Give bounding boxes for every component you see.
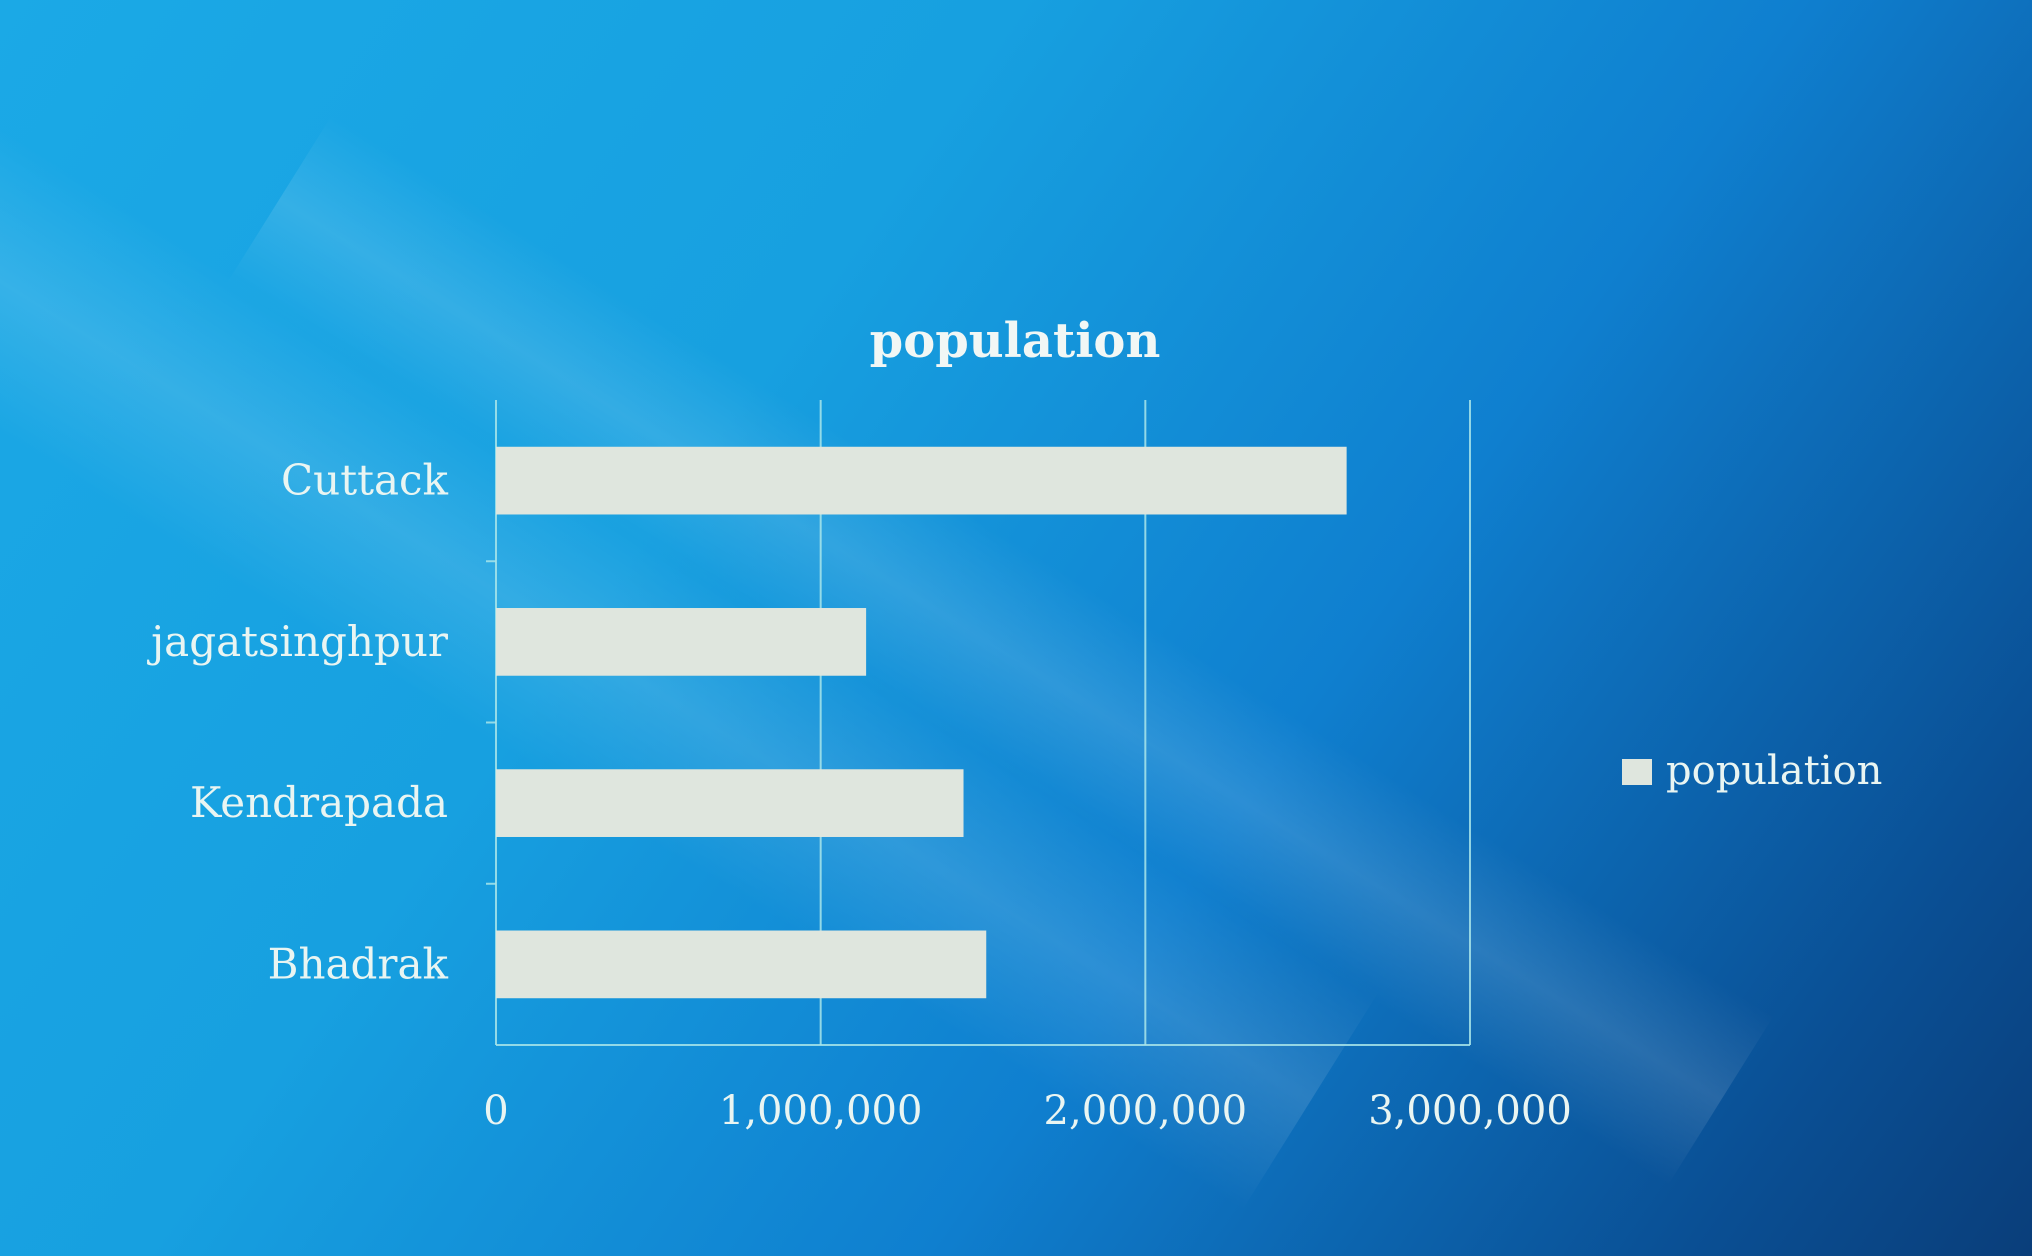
legend-label: population (1666, 748, 1882, 794)
bar (496, 769, 964, 837)
category-label: Bhadrak (268, 939, 449, 988)
bar (496, 608, 867, 676)
legend: population (1622, 748, 1882, 794)
category-label: Cuttack (281, 456, 449, 505)
x-tick-label: 3,000,000 (1368, 1088, 1572, 1134)
legend-swatch (1622, 759, 1652, 785)
x-tick-label: 2,000,000 (1044, 1088, 1248, 1134)
category-label: Kendrapada (190, 778, 448, 827)
bar (496, 930, 987, 999)
category-label: jagatsinghpur (146, 617, 449, 666)
bar (496, 446, 1347, 515)
chart-title: population (870, 313, 1161, 369)
x-tick-labels: 0 1,000,000 2,000,000 3,000,000 (483, 1088, 1572, 1134)
x-tick-label: 0 (483, 1088, 508, 1134)
category-labels: Cuttack jagatsinghpur Kendrapada Bhadrak (146, 456, 449, 989)
x-tick-label: 1,000,000 (719, 1088, 923, 1134)
bar-group (496, 446, 1347, 999)
